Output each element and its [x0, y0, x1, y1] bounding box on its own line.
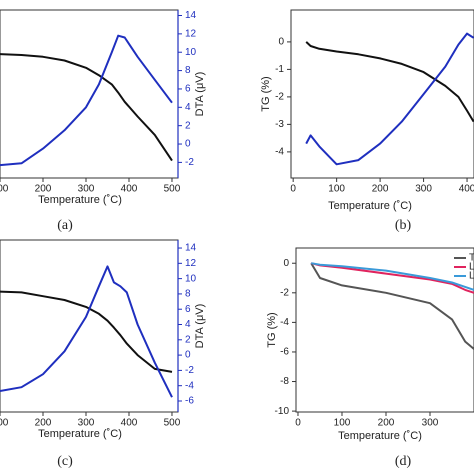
y2-tick-label: 14: [185, 243, 197, 254]
y2-tick-label: 6: [185, 84, 191, 95]
plot-frame: [290, 9, 474, 179]
y2-tick-label: -2: [185, 157, 194, 168]
x-tick-label: 0: [295, 418, 301, 429]
y-tick-label: 0: [283, 258, 289, 269]
data-line: [310, 262, 474, 294]
y-tick-label: -4: [275, 147, 284, 158]
panel: 100 200 300 400 500 -6 -4 -2 0 2 4 6 8 10 12 14 Temperat…: [0, 239, 206, 469]
y-tick-label: -6: [280, 347, 289, 358]
y-tick-label: -4: [280, 317, 289, 328]
x-tick-label: 400: [459, 184, 474, 195]
data-line: [0, 290, 173, 373]
y2-tick-label: 12: [185, 258, 197, 269]
y2-tick-label: 12: [185, 29, 197, 40]
y2-tick-label: 14: [185, 10, 197, 21]
legend-label: T: [469, 253, 474, 264]
y2-tick-label: 10: [185, 273, 197, 284]
plot-frame: [0, 9, 179, 179]
y2-tick-label: -2: [185, 365, 194, 376]
y-tick-label: -3: [275, 119, 284, 130]
x-tick-label: 200: [378, 418, 395, 429]
x-tick-label: 100: [334, 418, 351, 429]
data-line: [310, 262, 474, 350]
panel: 100 200 300 400 500 -2 0 2 4 6 8 10 12 14 Temperature …: [0, 9, 206, 233]
data-line: [305, 32, 474, 166]
y2-tick-label: 4: [185, 319, 191, 330]
data-line: [311, 262, 474, 291]
x-tick-label: 400: [121, 418, 138, 429]
panel: 0 100 200 300 -10 -8 -6 -4 -2 0 Temperature (˚C) TG…: [266, 247, 474, 469]
x-tick-label: 100: [0, 418, 9, 429]
panel-label: (d): [395, 454, 412, 469]
x-tick-label: 0: [290, 184, 296, 195]
y2-tick-label: 0: [185, 139, 191, 150]
x-tick-label: 100: [328, 184, 345, 195]
y-axis-label: TG (%): [260, 76, 272, 111]
x-tick-label: 500: [164, 418, 181, 429]
data-line: [0, 265, 173, 398]
y2-tick-label: 10: [185, 47, 197, 58]
panel-label: (c): [57, 454, 73, 469]
y-tick-label: -10: [275, 406, 290, 417]
panel-label: (b): [395, 218, 412, 233]
y-tick-label: -2: [280, 287, 289, 298]
x-tick-label: 300: [422, 418, 439, 429]
x-tick-label: 100: [0, 184, 9, 195]
x-axis-label: Temperature (˚C): [328, 200, 412, 212]
plot-frame: [0, 239, 179, 413]
y2-tick-label: -6: [185, 396, 194, 407]
panel: 0 100 200 300 400 -4 -3 -2 -1 0 Temperature (˚C) TG…: [260, 9, 474, 233]
x-axis-label: Temperature (˚C): [38, 194, 122, 206]
x-axis-label: Temperature (˚C): [338, 430, 422, 442]
y-tick-label: -1: [275, 64, 284, 75]
data-line: [0, 34, 173, 167]
x-tick-label: 300: [78, 184, 95, 195]
y2-tick-label: 2: [185, 120, 191, 131]
x-tick-label: 300: [78, 418, 95, 429]
legend-label: L: [469, 262, 474, 273]
y2-axis-label: DTA (μV): [194, 72, 206, 117]
x-axis-label: Temperature (˚C): [38, 428, 122, 440]
y2-tick-label: -4: [185, 380, 194, 391]
y2-tick-label: 8: [185, 65, 191, 76]
y-tick-label: -8: [280, 376, 289, 387]
y2-axis-label: DTA (μV): [194, 304, 206, 349]
y-tick-label: 0: [278, 37, 284, 48]
y2-tick-label: 2: [185, 334, 191, 345]
y2-tick-label: 4: [185, 102, 191, 113]
data-line: [305, 41, 474, 123]
legend-label: L: [469, 271, 474, 282]
y2-tick-label: 6: [185, 304, 191, 315]
x-tick-label: 200: [372, 184, 389, 195]
plot-frame: [295, 247, 474, 413]
data-line: [0, 53, 173, 162]
y-axis-label: TG (%): [266, 312, 278, 347]
x-tick-label: 500: [164, 184, 181, 195]
x-tick-label: 200: [35, 418, 52, 429]
x-tick-label: 400: [121, 184, 138, 195]
y-tick-label: -2: [275, 92, 284, 103]
x-tick-label: 200: [35, 184, 52, 195]
panel-label: (a): [57, 218, 73, 233]
y2-tick-label: 8: [185, 289, 191, 300]
y2-tick-label: 0: [185, 350, 191, 361]
x-tick-label: 300: [415, 184, 432, 195]
